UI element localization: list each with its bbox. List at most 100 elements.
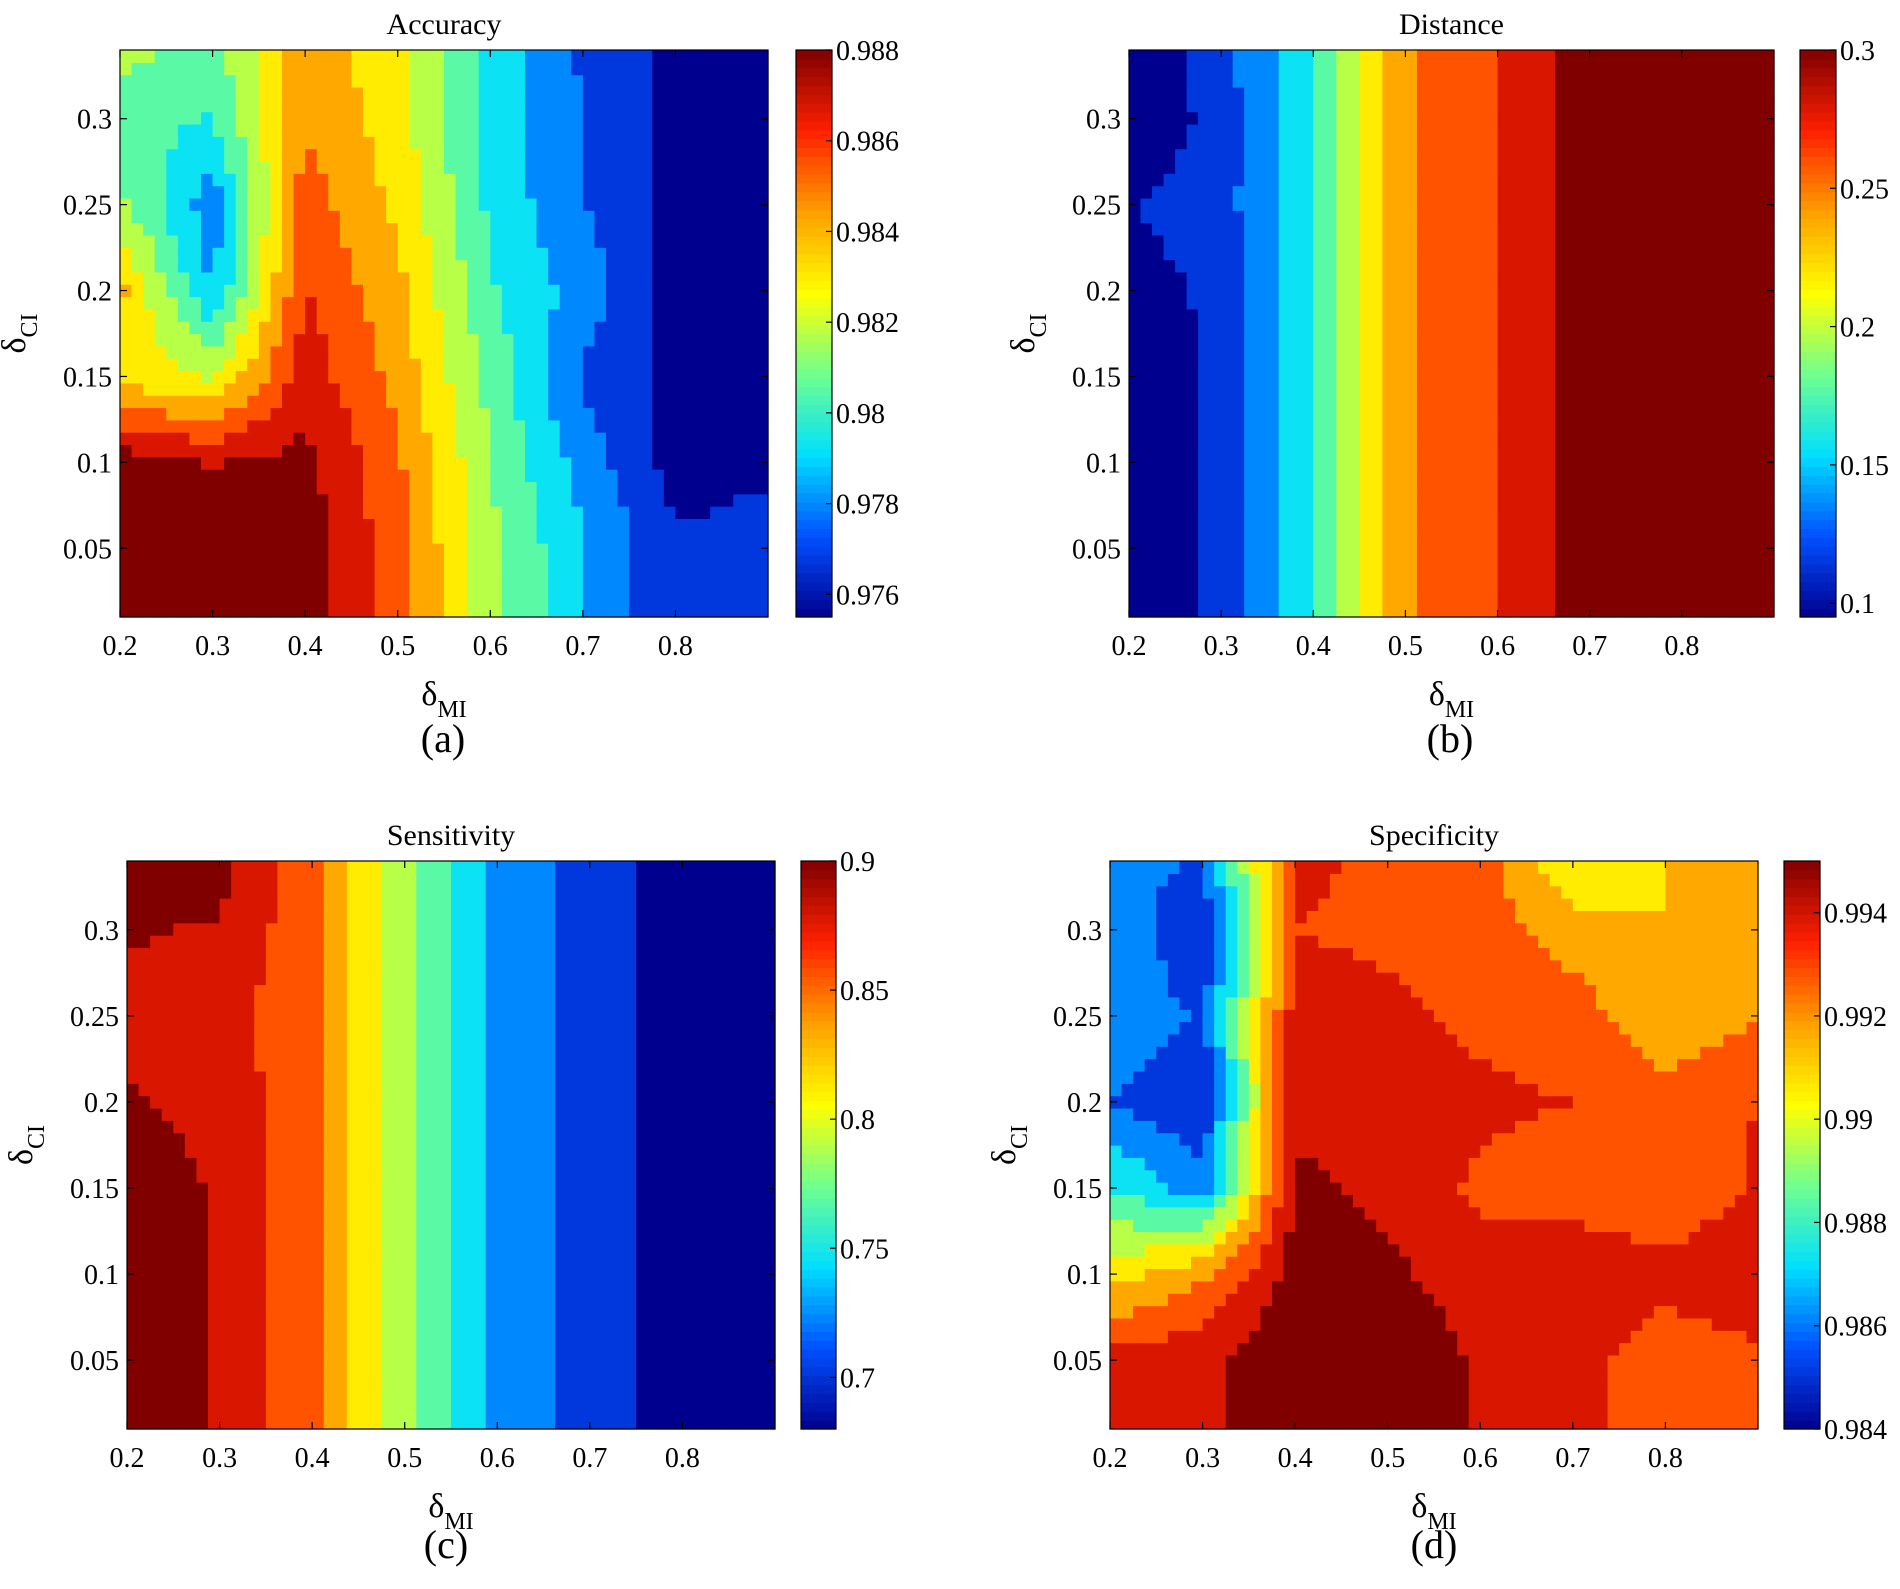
contour-cell — [1647, 543, 1660, 556]
contour-cell — [1382, 580, 1395, 593]
contour-cell — [1405, 345, 1418, 359]
contour-cell — [1439, 592, 1453, 606]
contour-cell — [1681, 111, 1694, 125]
contour-cell — [235, 493, 248, 507]
colorbar-step — [796, 324, 832, 335]
contour-cell — [374, 395, 387, 409]
contour-cell — [1520, 308, 1533, 322]
contour-cell — [1336, 247, 1349, 261]
contour-cell — [1647, 604, 1660, 618]
contour-cell — [1509, 234, 1522, 248]
contour-cell — [247, 123, 260, 137]
contour-cell — [177, 456, 191, 470]
contour-cell — [131, 419, 144, 433]
contour-cell — [1163, 469, 1176, 483]
contour-cell — [548, 530, 561, 544]
contour-cell — [710, 493, 723, 507]
contour-cell — [1486, 543, 1499, 556]
contour-cell — [1555, 543, 1568, 556]
contour-cell — [409, 456, 422, 470]
contour-cell — [1509, 358, 1522, 372]
contour-cell — [1693, 580, 1706, 593]
contour-cell — [710, 210, 723, 224]
contour-cell — [698, 247, 711, 261]
contour-cell — [1762, 567, 1775, 581]
contour-cell — [536, 567, 549, 581]
contour-cell — [1336, 296, 1349, 310]
contour-cell — [1578, 259, 1591, 273]
contour-cell — [1347, 284, 1360, 298]
contour-cell — [710, 382, 723, 396]
contour-cell — [1370, 604, 1383, 618]
contour-cell — [1474, 370, 1487, 384]
contour-cell — [444, 136, 457, 150]
contour-cell — [1267, 432, 1280, 446]
contour-cell — [698, 592, 711, 606]
contour-cell — [282, 99, 295, 113]
contour-cell — [640, 370, 653, 384]
contour-cell — [733, 50, 746, 63]
contour-cell — [733, 210, 746, 224]
contour-cell — [420, 432, 434, 446]
contour-cell — [1739, 259, 1752, 273]
contour-cell — [432, 481, 445, 495]
contour-cell — [571, 259, 584, 273]
contour-cell — [478, 604, 491, 618]
contour-cell — [1704, 395, 1718, 409]
contour-cell — [1601, 419, 1614, 433]
contour-cell — [1566, 444, 1579, 458]
contour-cell — [756, 222, 769, 236]
contour-field — [1129, 50, 1775, 618]
contour-cell — [420, 456, 434, 470]
contour-cell — [455, 111, 468, 125]
contour-cell — [224, 370, 237, 384]
contour-cell — [756, 481, 769, 495]
contour-cell — [1635, 308, 1648, 322]
contour-cell — [212, 530, 225, 544]
contour-cell — [513, 604, 526, 618]
contour-cell — [386, 345, 399, 359]
contour-cell — [1716, 432, 1729, 446]
contour-cell — [1255, 321, 1268, 335]
contour-cell — [478, 86, 491, 100]
contour-cell — [131, 580, 144, 593]
contour-cell — [513, 407, 526, 421]
contour-cell — [733, 197, 746, 211]
contour-cell — [1347, 123, 1360, 137]
contour-cell — [1382, 345, 1395, 359]
contour-cell — [582, 173, 596, 187]
contour-cell — [1486, 567, 1499, 581]
contour-cell — [1244, 567, 1257, 581]
contour-cell — [1370, 444, 1383, 458]
contour-cell — [1451, 592, 1464, 606]
contour-cell — [293, 555, 306, 569]
contour-cell — [1658, 493, 1671, 507]
contour-cell — [594, 308, 607, 322]
contour-cell — [201, 99, 214, 113]
contour-cell — [120, 136, 133, 150]
contour-cell — [478, 358, 491, 372]
contour-cell — [1532, 345, 1545, 359]
contour-cell — [1416, 259, 1430, 273]
contour-cell — [1509, 345, 1522, 359]
contour-cell — [1359, 308, 1372, 322]
contour-cell — [363, 210, 376, 224]
contour-cell — [1313, 123, 1326, 137]
colorbar-step — [796, 129, 832, 140]
contour-cell — [733, 99, 746, 113]
contour-cell — [640, 185, 653, 199]
contour-cell — [316, 308, 329, 322]
contour-cell — [1670, 419, 1683, 433]
contour-cell — [1324, 160, 1337, 174]
contour-cell — [270, 123, 283, 137]
contour-cell — [1186, 432, 1199, 446]
contour-cell — [258, 222, 272, 236]
contour-cell — [1670, 395, 1683, 409]
contour-cell — [1198, 185, 1211, 199]
contour-cell — [1670, 247, 1683, 261]
contour-cell — [1555, 308, 1568, 322]
contour-cell — [617, 62, 630, 76]
contour-cell — [1198, 333, 1211, 347]
contour-cell — [687, 74, 700, 88]
